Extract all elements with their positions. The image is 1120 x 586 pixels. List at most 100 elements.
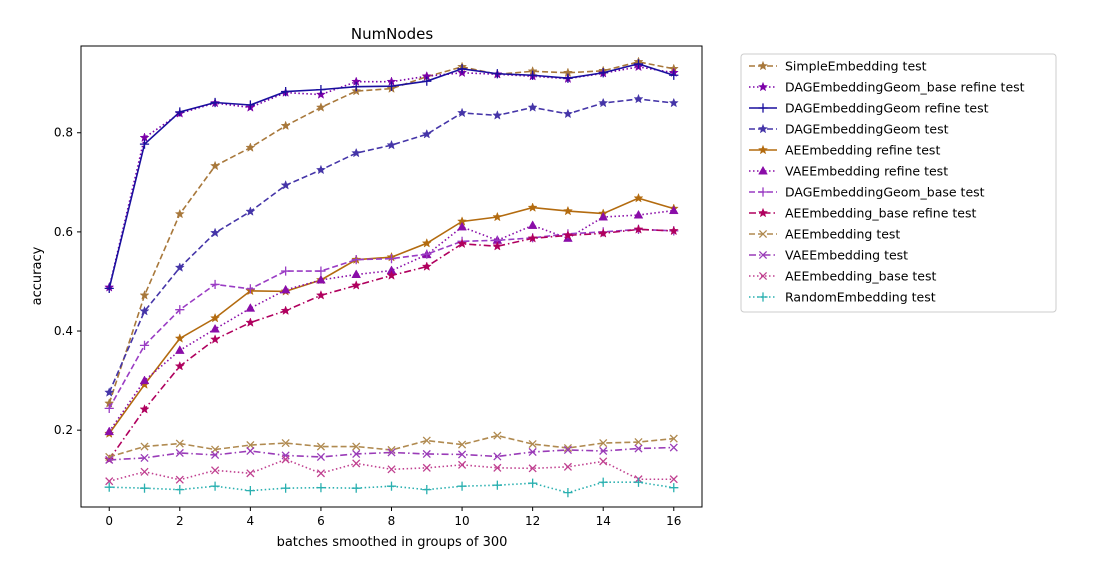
- data-point: [351, 147, 362, 158]
- legend-marker: [758, 165, 768, 175]
- legend: SimpleEmbedding test DAGEmbeddingGeom_bas…: [740, 53, 1057, 313]
- x-tick-label: 4: [247, 514, 255, 528]
- series-7: [104, 224, 679, 464]
- x-tick-label: 14: [596, 514, 611, 528]
- legend-label: AEEmbedding_base test: [785, 269, 936, 284]
- x-tick-label: 2: [176, 514, 184, 528]
- data-point: [210, 481, 220, 491]
- legend-entry: AEEmbedding refine test: [749, 143, 940, 158]
- legend-marker: [758, 103, 768, 113]
- data-point: [175, 107, 185, 117]
- data-point: [140, 467, 149, 476]
- data-point: [458, 460, 467, 469]
- legend-label: RandomEmbedding test: [785, 290, 936, 305]
- series-10: [105, 455, 678, 486]
- legend-label: AEEmbedding refine test: [785, 143, 940, 158]
- data-point: [351, 483, 361, 493]
- data-point: [528, 70, 538, 80]
- data-point: [210, 160, 221, 171]
- data-point: [316, 469, 325, 478]
- data-point: [104, 387, 115, 397]
- data-point: [422, 485, 432, 495]
- legend-entry: RandomEmbedding test: [749, 290, 936, 305]
- data-point: [599, 438, 608, 448]
- data-point: [352, 449, 361, 459]
- data-point: [598, 211, 609, 221]
- legend-label: VAEEmbedding refine test: [785, 164, 948, 179]
- legend-label: VAEEmbedding test: [785, 248, 908, 263]
- data-point: [528, 439, 537, 449]
- data-point: [104, 426, 115, 436]
- data-point: [386, 254, 397, 264]
- legend-label: DAGEmbeddingGeom test: [785, 122, 949, 137]
- data-point: [315, 164, 326, 175]
- legend-entry: AEEmbedding test: [749, 227, 900, 242]
- legend-marker: [758, 271, 768, 281]
- data-point: [668, 97, 679, 108]
- data-point: [316, 442, 325, 451]
- legend-marker: [757, 123, 769, 134]
- series-3: [104, 93, 679, 397]
- data-point: [280, 284, 291, 294]
- data-point: [245, 284, 255, 294]
- legend-frame: [740, 53, 1057, 313]
- data-point: [104, 454, 115, 464]
- data-point: [563, 488, 573, 498]
- series-6: [104, 224, 679, 413]
- data-point: [386, 481, 397, 491]
- series-9: [105, 443, 678, 464]
- data-point: [316, 266, 326, 276]
- x-tick-label: 12: [525, 514, 540, 528]
- x-axis-label: batches smoothed in groups of 300: [277, 535, 508, 550]
- data-point: [528, 447, 537, 457]
- data-point: [634, 438, 643, 447]
- data-point: [633, 209, 644, 219]
- data-point: [245, 142, 256, 152]
- data-point: [457, 107, 468, 118]
- data-point: [140, 453, 149, 462]
- legend-label: DAGEmbeddingGeom_base test: [785, 185, 985, 200]
- data-point: [352, 459, 361, 468]
- data-point: [174, 333, 185, 343]
- data-point: [245, 317, 256, 327]
- data-point: [422, 449, 431, 459]
- data-point: [105, 477, 114, 486]
- x-tick-label: 0: [105, 514, 113, 528]
- data-point: [457, 64, 467, 74]
- y-tick-label: 0.4: [54, 324, 73, 338]
- legend-marker: [757, 207, 769, 218]
- data-point: [563, 445, 572, 455]
- data-point: [315, 102, 326, 112]
- data-point: [139, 483, 150, 493]
- series-8: [105, 431, 678, 461]
- data-point: [527, 233, 538, 243]
- legend-entry: VAEEmbedding refine test: [749, 164, 948, 179]
- legend-marker: [757, 81, 769, 92]
- data-point: [175, 475, 184, 484]
- data-point: [351, 255, 361, 265]
- data-point: [174, 345, 185, 354]
- data-point: [387, 465, 396, 474]
- data-point: [527, 102, 538, 112]
- data-point: [246, 440, 255, 450]
- data-point: [386, 270, 397, 280]
- data-point: [563, 73, 573, 83]
- data-point: [421, 261, 432, 271]
- data-point: [599, 446, 608, 456]
- data-point: [315, 290, 326, 300]
- data-point: [245, 100, 255, 110]
- data-point: [528, 478, 538, 488]
- data-point: [104, 283, 114, 293]
- legend-entry: DAGEmbeddingGeom_base refine test: [749, 80, 1025, 95]
- data-point: [139, 305, 150, 316]
- data-point: [492, 240, 503, 251]
- legend-entry: DAGEmbeddingGeom_base test: [749, 185, 985, 200]
- data-point: [281, 266, 291, 276]
- series-11: [104, 477, 679, 498]
- data-point: [422, 76, 432, 86]
- y-axis-label: accuracy: [30, 246, 45, 305]
- data-point: [422, 463, 431, 472]
- data-point: [246, 446, 255, 456]
- data-point: [210, 97, 220, 108]
- data-point: [139, 139, 150, 149]
